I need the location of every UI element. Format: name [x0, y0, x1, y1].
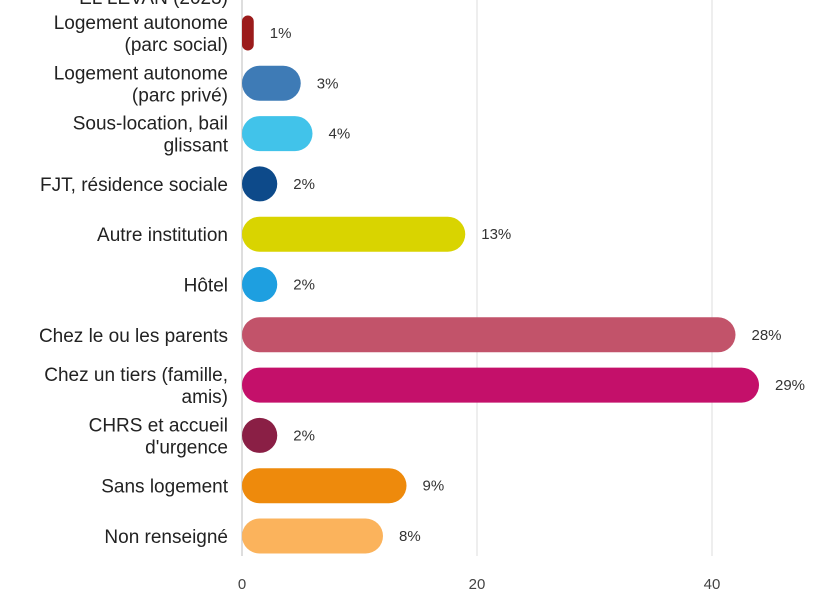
bar — [242, 267, 278, 302]
chart-title-partial: EL LEVAN (2023) — [79, 0, 228, 9]
category-labels: Logement autonome (parc social) Logement a… — [39, 13, 229, 548]
category-label: Sous-location, bail glissant — [73, 114, 229, 157]
category-label: CHRS et accueil d'urgence — [89, 415, 228, 458]
category-label: Chez un tiers (famille, amis) — [44, 365, 228, 408]
value-label: 28% — [752, 327, 782, 344]
bar — [242, 65, 301, 101]
value-label: 9% — [423, 478, 445, 495]
category-label: Logement autonome (parc privé) — [54, 63, 228, 106]
category-label: Sans logement — [101, 477, 228, 498]
category-label: Non renseigné — [104, 527, 228, 548]
bar — [242, 317, 736, 353]
value-label: 4% — [329, 126, 351, 143]
bar — [242, 367, 759, 403]
value-labels: 1% 3% 4% 2% 13% 2% 28% 29% 2% 9% 8% — [270, 25, 805, 545]
x-tick-label: 20 — [469, 576, 486, 589]
x-tick-label: 40 — [704, 576, 721, 589]
category-label: Hôtel — [184, 276, 228, 297]
bar — [242, 15, 254, 51]
value-label: 1% — [270, 25, 292, 42]
value-label: 8% — [399, 528, 421, 545]
bars — [242, 15, 759, 554]
bar — [242, 216, 466, 252]
value-label: 2% — [293, 427, 315, 444]
category-label: Logement autonome (parc social) — [54, 13, 228, 56]
x-axis-ticks: 0 20 40 — [238, 576, 721, 589]
value-label: 3% — [317, 75, 339, 92]
category-label: FJT, résidence sociale — [40, 175, 228, 196]
bar — [242, 166, 278, 202]
category-label: Autre institution — [97, 225, 228, 246]
bar — [242, 116, 313, 152]
x-tick-label: 0 — [238, 576, 246, 589]
value-label: 2% — [293, 277, 315, 294]
bar — [242, 468, 407, 504]
value-label: 13% — [481, 226, 511, 243]
value-label: 2% — [293, 176, 315, 193]
category-label: Chez le ou les parents — [39, 326, 228, 347]
value-label: 29% — [775, 377, 805, 394]
bar — [242, 518, 383, 554]
grid-lines — [241, 0, 713, 556]
bar — [242, 417, 278, 453]
